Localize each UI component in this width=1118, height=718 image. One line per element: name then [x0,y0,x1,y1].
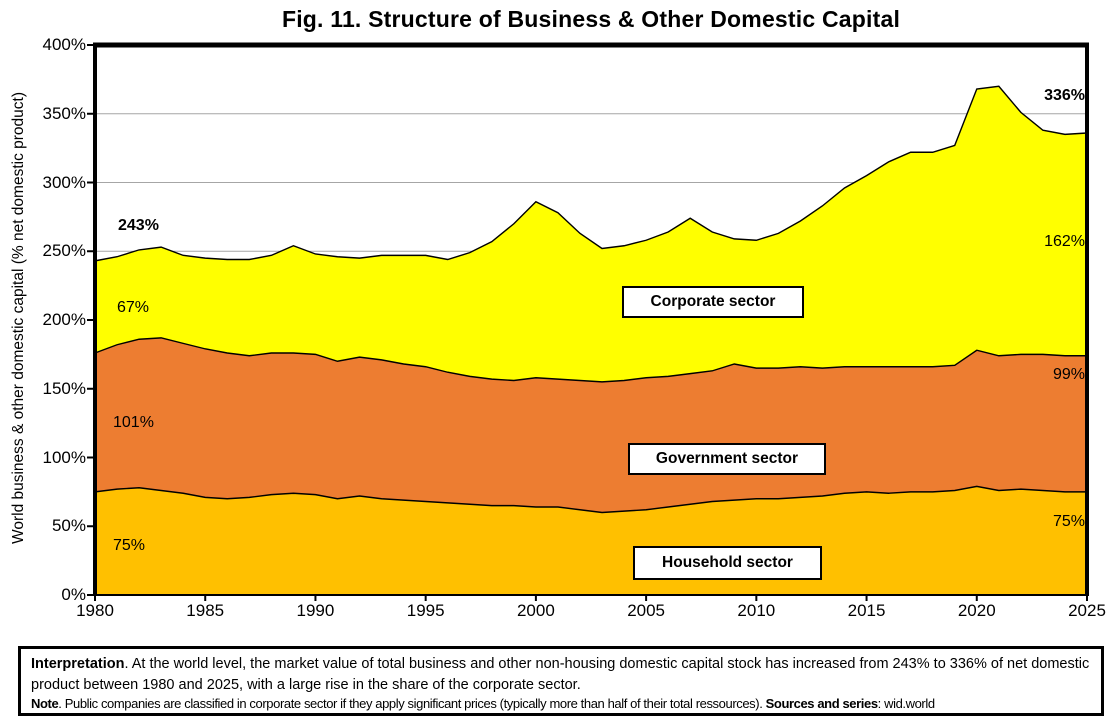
x-tick-label-1990: 1990 [296,601,335,620]
interpretation-box: Interpretation. At the world level, the … [18,646,1104,716]
interpretation-line: Interpretation. At the world level, the … [31,654,1091,695]
area-corporate-sector [95,86,1087,382]
government-sector-label: Government sector [628,443,826,475]
sources-label: Sources and series [765,696,878,712]
annotation-government-1980: 101% [113,414,154,431]
x-tick-label-2015: 2015 [847,601,886,620]
y-tick-label-300: 300% [42,172,86,192]
corporate-sector-label-text: Corporate sector [650,293,776,310]
x-tick-label-1985: 1985 [186,601,225,620]
x-tick-label-2000: 2000 [516,601,555,620]
annotation-corporate-1980: 67% [117,299,150,316]
x-tick-label-2010: 2010 [737,601,776,620]
x-tick-label-1995: 1995 [406,601,445,620]
boundary-1 [94,337,1087,383]
note-line: Note. Public companies are classified in… [31,695,1091,713]
corporate-sector-label: Corporate sector [622,286,804,318]
boundary-0 [94,485,1087,514]
y-tick-label-0: 0% [61,585,86,604]
chart-title: Fig. 11. Structure of Business & Other D… [281,6,901,32]
note-label: Note [31,696,59,712]
household-sector-label: Household sector [633,546,822,580]
axis-ticks [87,44,1088,601]
y-tick-label-50: 50% [51,516,86,536]
plot-frame [93,42,1089,596]
boundary-2 [94,85,1088,262]
household-sector-label-text: Household sector [662,554,793,571]
annotation-household-1980: 75% [113,537,146,554]
y-tick-label-400: 400% [42,35,86,54]
y-tick-label-150: 150% [42,378,86,398]
annotation-corporate-2025: 162% [1044,233,1085,250]
series-boundaries [94,85,1088,514]
annotation-total-2025: 336% [1044,87,1085,104]
y-tick-label-100: 100% [42,447,86,467]
annotation-government-2025: 99% [1052,366,1085,383]
x-tick-label-1980: 1980 [76,601,114,620]
annotation-total-1980: 243% [118,217,159,234]
y-tick-label-200: 200% [42,310,86,329]
note-text: . Public companies are classified in cor… [58,696,766,712]
interpretation-text: . At the world level, the market value o… [31,656,1090,693]
area-household-sector [95,486,1087,595]
sources-text: : wid.world [877,696,935,712]
x-tick-label-2025: 2025 [1068,601,1106,620]
x-tick-label-2020: 2020 [957,601,996,620]
interpretation-label: Interpretation [31,656,125,672]
area-government-sector [95,337,1087,513]
stacked-areas [95,86,1087,595]
y-tick-label-350: 350% [42,103,86,123]
government-sector-label-text: Government sector [655,450,799,467]
x-tick-label-2005: 2005 [627,601,666,620]
y-tick-label-250: 250% [42,241,86,261]
annotation-household-2025: 75% [1052,513,1085,530]
